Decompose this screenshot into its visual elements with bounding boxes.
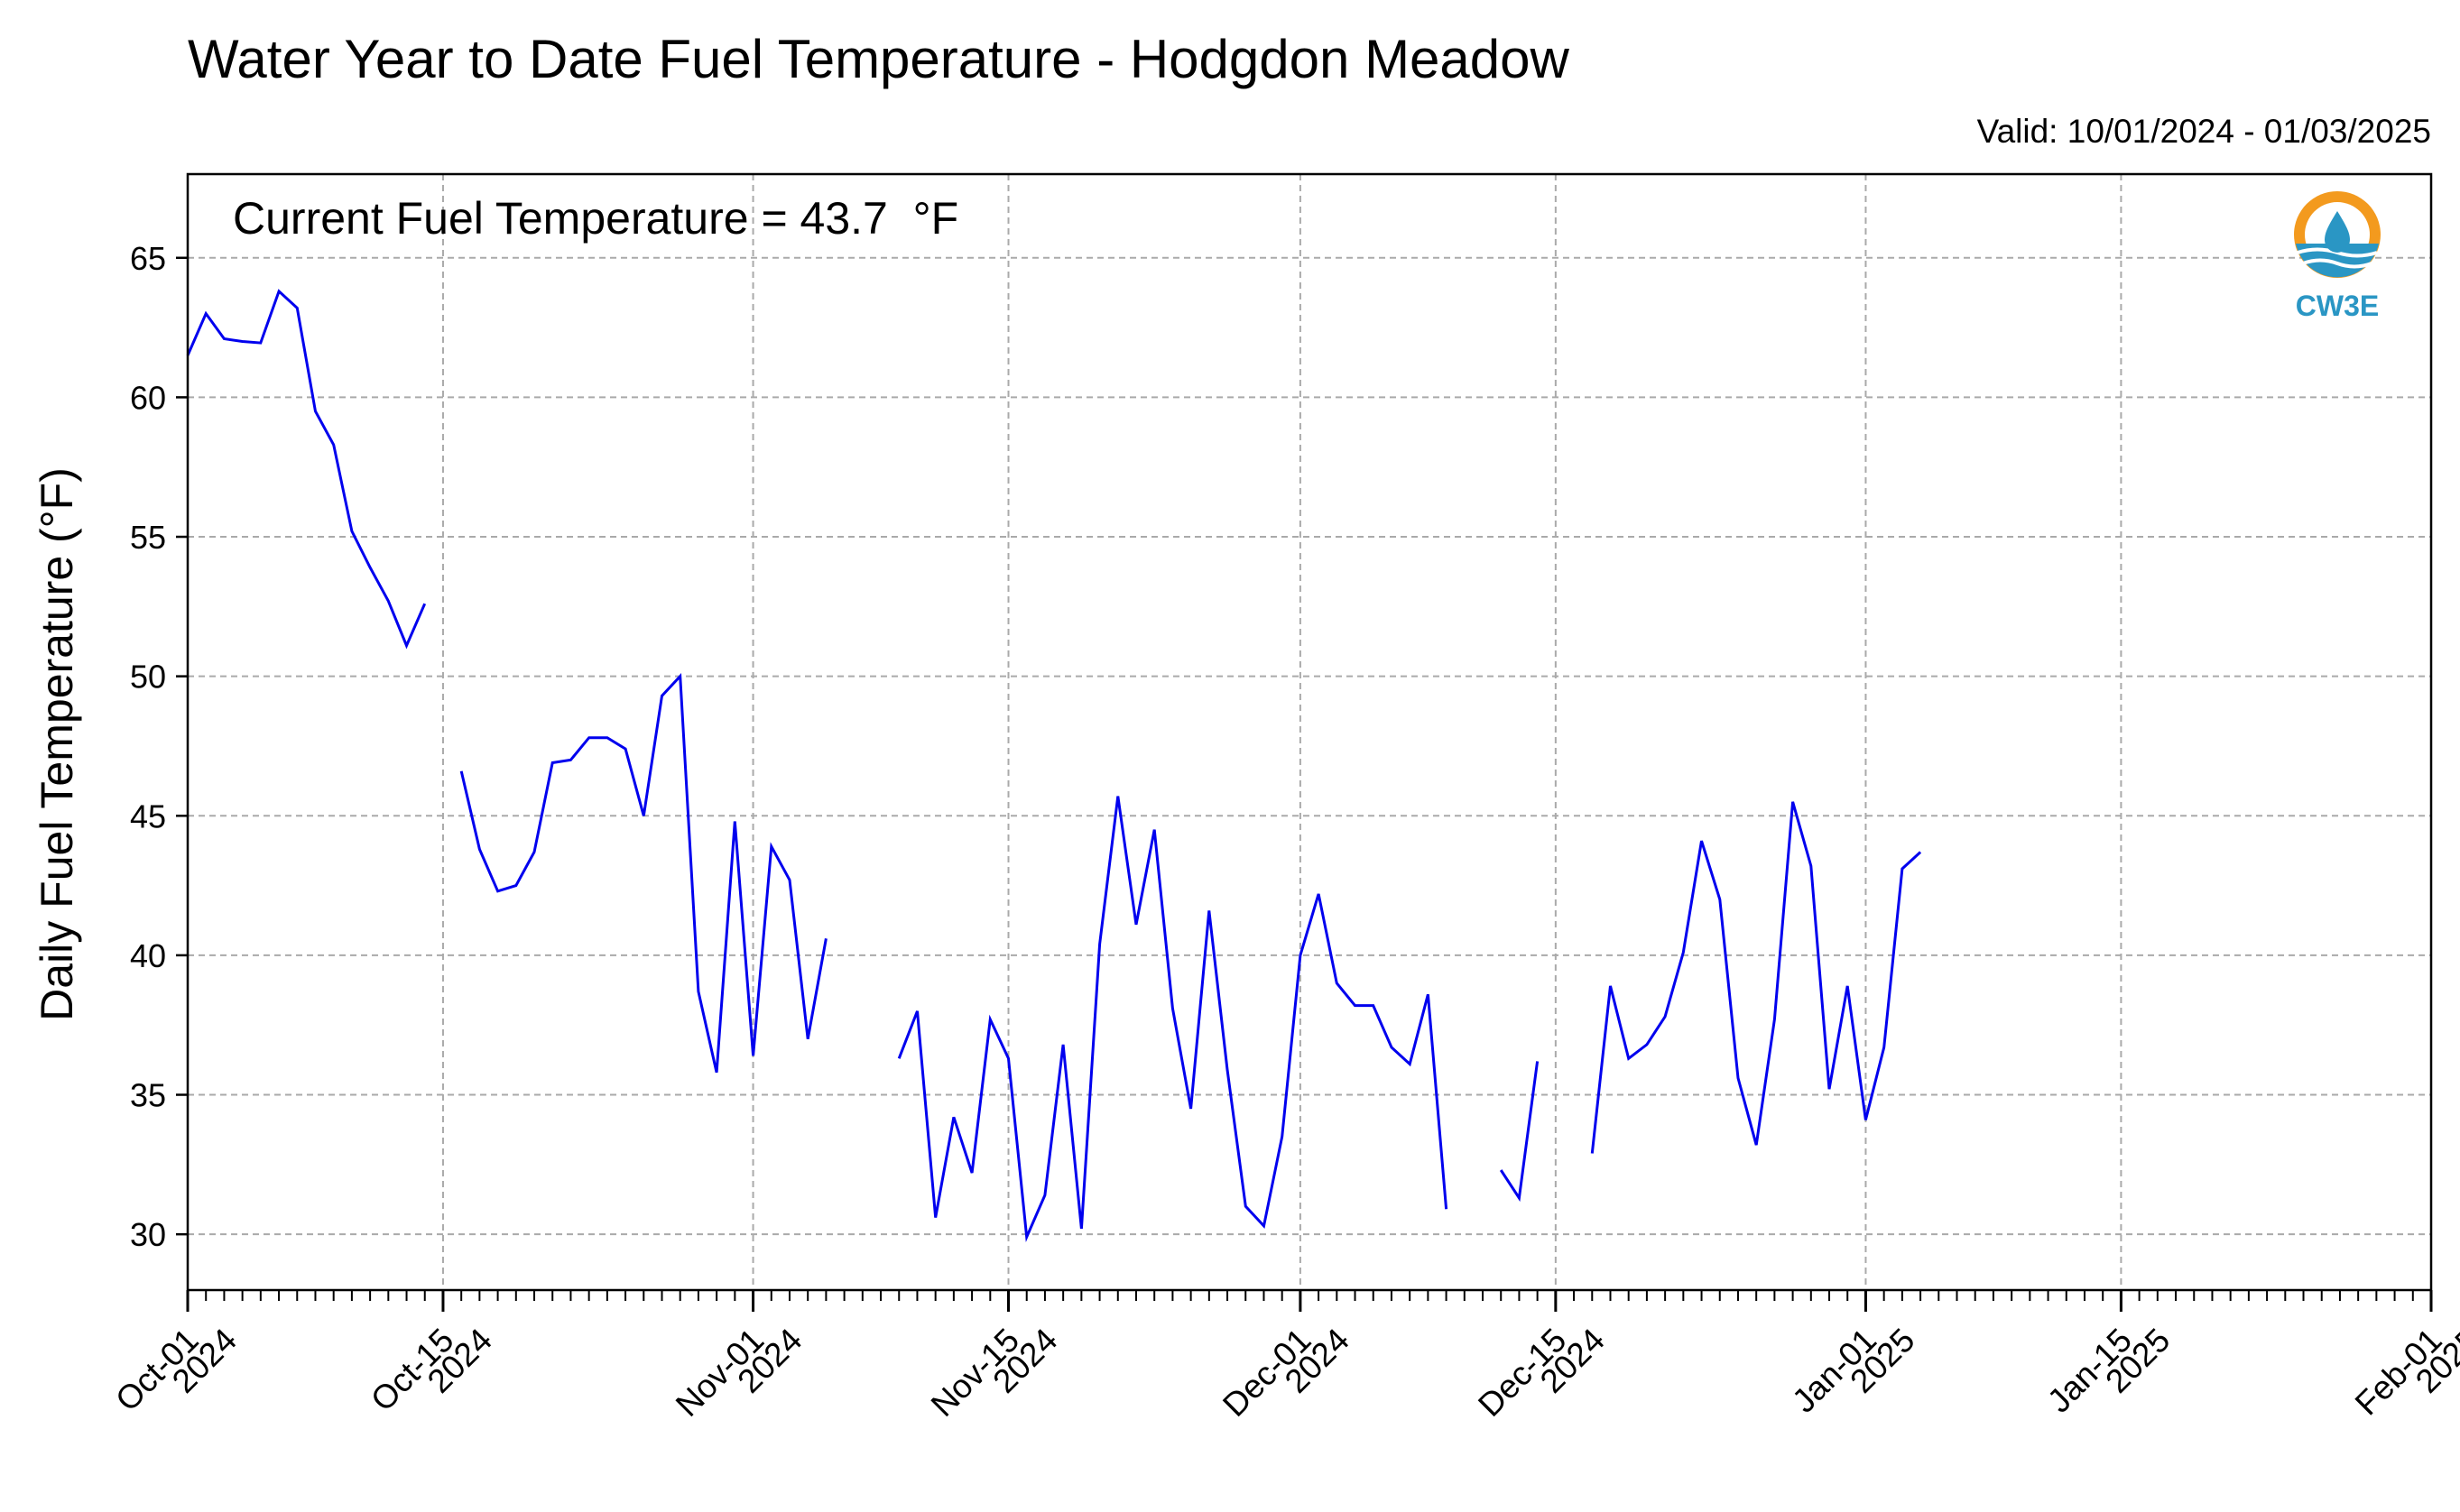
series-line (186, 289, 1922, 1243)
y-tick-label: 40 (130, 937, 166, 974)
y-axis: 30 35 40 45 50 55 60 65 (130, 240, 188, 1253)
cw3e-logo: CW3E (2294, 191, 2381, 322)
y-tick-label: 60 (130, 379, 166, 416)
plot-frame (186, 172, 2433, 1292)
chart-title: Water Year to Date Fuel Temperature - Ho… (188, 29, 1570, 89)
cw3e-water-drop-logo-icon (2294, 191, 2381, 278)
y-tick-label: 50 (130, 659, 166, 696)
y-axis-label: Daily Fuel Temperature (°F) (32, 467, 82, 1021)
y-tick-label: 30 (130, 1216, 166, 1253)
chart-valid-range: Valid: 10/01/2024 - 01/03/2025 (1977, 113, 2431, 150)
y-tick-label: 45 (130, 797, 166, 834)
plot-area (186, 289, 1922, 1243)
current-fuel-temperature-annotation: Current Fuel Temperature = 43.7 °F (233, 193, 958, 244)
grid (188, 174, 2431, 1290)
y-tick-label: 55 (130, 519, 166, 556)
cw3e-logo-text: CW3E (2296, 290, 2379, 322)
y-tick-label: 65 (130, 240, 166, 277)
y-tick-label: 35 (130, 1077, 166, 1114)
